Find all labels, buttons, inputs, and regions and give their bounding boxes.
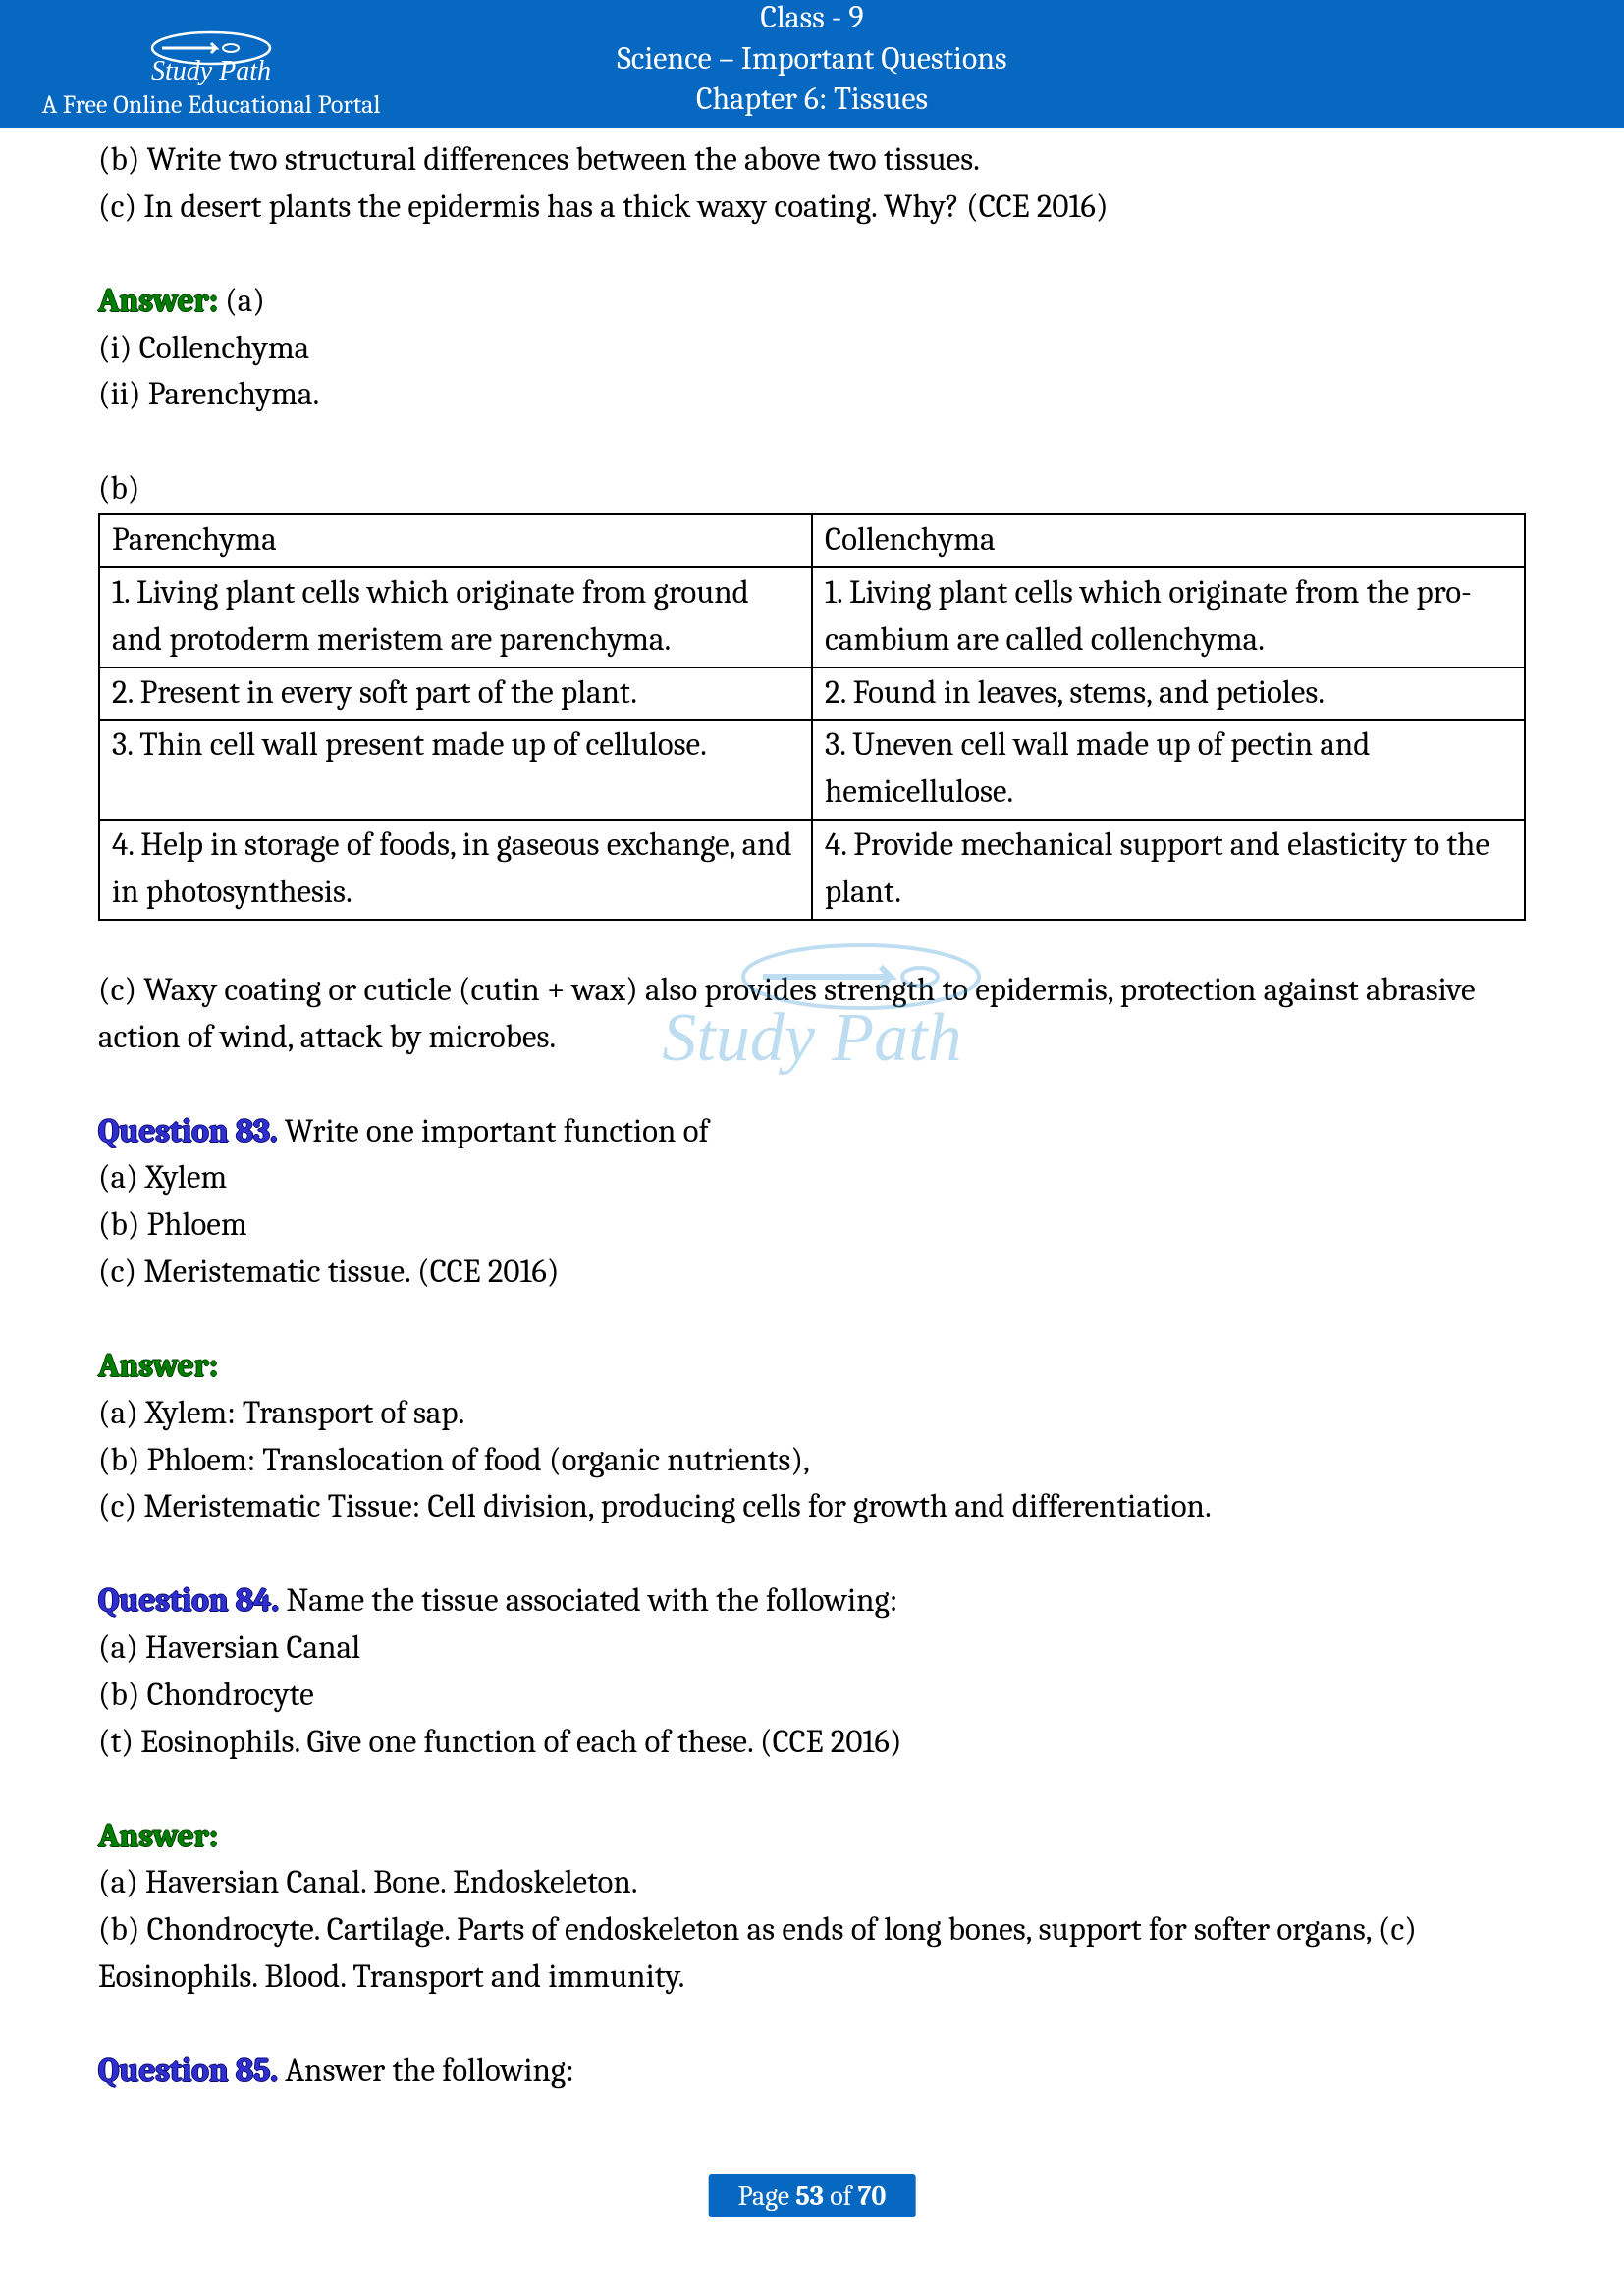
footer-middle: of [824, 2180, 858, 2212]
header-subject: Science – Important Questions [422, 38, 1202, 80]
table-cell: 1. Living plant cells which originate fr… [812, 567, 1525, 667]
question-85: Question 85. Answer the following: [98, 2049, 1526, 2096]
q84-part-c: (t) Eosinophils. Give one function of ea… [98, 1720, 1526, 1767]
q83-part-c: (c) Meristematic tissue. (CCE 2016) [98, 1250, 1526, 1297]
table-cell: 4. Provide mechanical support and elasti… [812, 820, 1525, 920]
page-footer: Page 53 of 70 [709, 2174, 916, 2217]
question-83: Question 83. Write one important functio… [98, 1109, 1526, 1156]
footer-prefix: Page [738, 2180, 796, 2212]
answer-label: Answer: [98, 283, 218, 320]
table-cell: 3. Thin cell wall present made up of cel… [99, 720, 812, 820]
page-header: Study Path A Free Online Educational Por… [0, 0, 1624, 128]
table-header-cell: Parenchyma [99, 514, 812, 567]
table-row: 3. Thin cell wall present made up of cel… [99, 720, 1525, 820]
table-cell: 3. Uneven cell wall made up of pectin an… [812, 720, 1525, 820]
answer-a-marker: (a) [218, 283, 265, 320]
answer-block-a: Answer: (a) [98, 279, 1526, 326]
study-path-logo-icon: Study Path [133, 28, 290, 87]
answer-a-ii: (ii) Parenchyma. [98, 372, 1526, 419]
answer-84-a: (a) Haversian Canal. Bone. Endoskeleton. [98, 1860, 1526, 1907]
question-83-text: Write one important function of [278, 1113, 709, 1150]
q84-part-b: (b) Chondrocyte [98, 1673, 1526, 1720]
header-title-block: Class - 9 Science – Important Questions … [422, 0, 1202, 128]
logo-tagline: A Free Online Educational Portal [42, 90, 381, 120]
table-cell: 1. Living plant cells which originate fr… [99, 567, 812, 667]
answer-83-c: (c) Meristematic Tissue: Cell division, … [98, 1484, 1526, 1531]
answer-b-marker: (b) [98, 466, 1526, 513]
main-content: (b) Write two structural differences bet… [0, 128, 1624, 2115]
q83-part-a: (a) Xylem [98, 1155, 1526, 1202]
comparison-table: Parenchyma Collenchyma 1. Living plant c… [98, 513, 1526, 921]
question-label: Question 83. [98, 1113, 278, 1150]
answer-c-text: (c) Waxy coating or cuticle (cutin + wax… [98, 968, 1526, 1062]
answer-83-a: (a) Xylem: Transport of sap. [98, 1391, 1526, 1438]
q84-part-a: (a) Haversian Canal [98, 1626, 1526, 1673]
table-row: 2. Present in every soft part of the pla… [99, 667, 1525, 721]
question-84-text: Name the tissue associated with the foll… [279, 1582, 897, 1620]
footer-current-page: 53 [795, 2180, 824, 2212]
footer-total-pages: 70 [858, 2180, 887, 2212]
logo-section: Study Path A Free Online Educational Por… [0, 19, 422, 128]
table-row: 4. Help in storage of foods, in gaseous … [99, 820, 1525, 920]
table-row: 1. Living plant cells which originate fr… [99, 567, 1525, 667]
answer-label: Answer: [98, 1348, 218, 1385]
header-chapter: Chapter 6: Tissues [422, 79, 1202, 120]
answer-a-i: (i) Collenchyma [98, 326, 1526, 373]
table-cell: 2. Present in every soft part of the pla… [99, 667, 812, 721]
svg-text:Study Path: Study Path [151, 56, 271, 86]
answer-83-b: (b) Phloem: Translocation of food (organ… [98, 1438, 1526, 1485]
question-84: Question 84. Name the tissue associated … [98, 1578, 1526, 1626]
table-cell: 2. Found in leaves, stems, and petioles. [812, 667, 1525, 721]
answer-84-b: (b) Chondrocyte. Cartilage. Parts of end… [98, 1907, 1526, 2002]
answer-label: Answer: [98, 1818, 218, 1855]
question-part-c: (c) In desert plants the epidermis has a… [98, 185, 1526, 232]
answer-83-label: Answer: [98, 1344, 1526, 1391]
question-label: Question 85. [98, 2053, 278, 2090]
question-label: Question 84. [98, 1582, 279, 1620]
table-cell: 4. Help in storage of foods, in gaseous … [99, 820, 812, 920]
table-row: Parenchyma Collenchyma [99, 514, 1525, 567]
header-class: Class - 9 [422, 0, 1202, 38]
question-85-text: Answer the following: [278, 2053, 574, 2090]
table-header-cell: Collenchyma [812, 514, 1525, 567]
question-part-b: (b) Write two structural differences bet… [98, 137, 1526, 185]
q83-part-b: (b) Phloem [98, 1202, 1526, 1250]
answer-84-label: Answer: [98, 1814, 1526, 1861]
